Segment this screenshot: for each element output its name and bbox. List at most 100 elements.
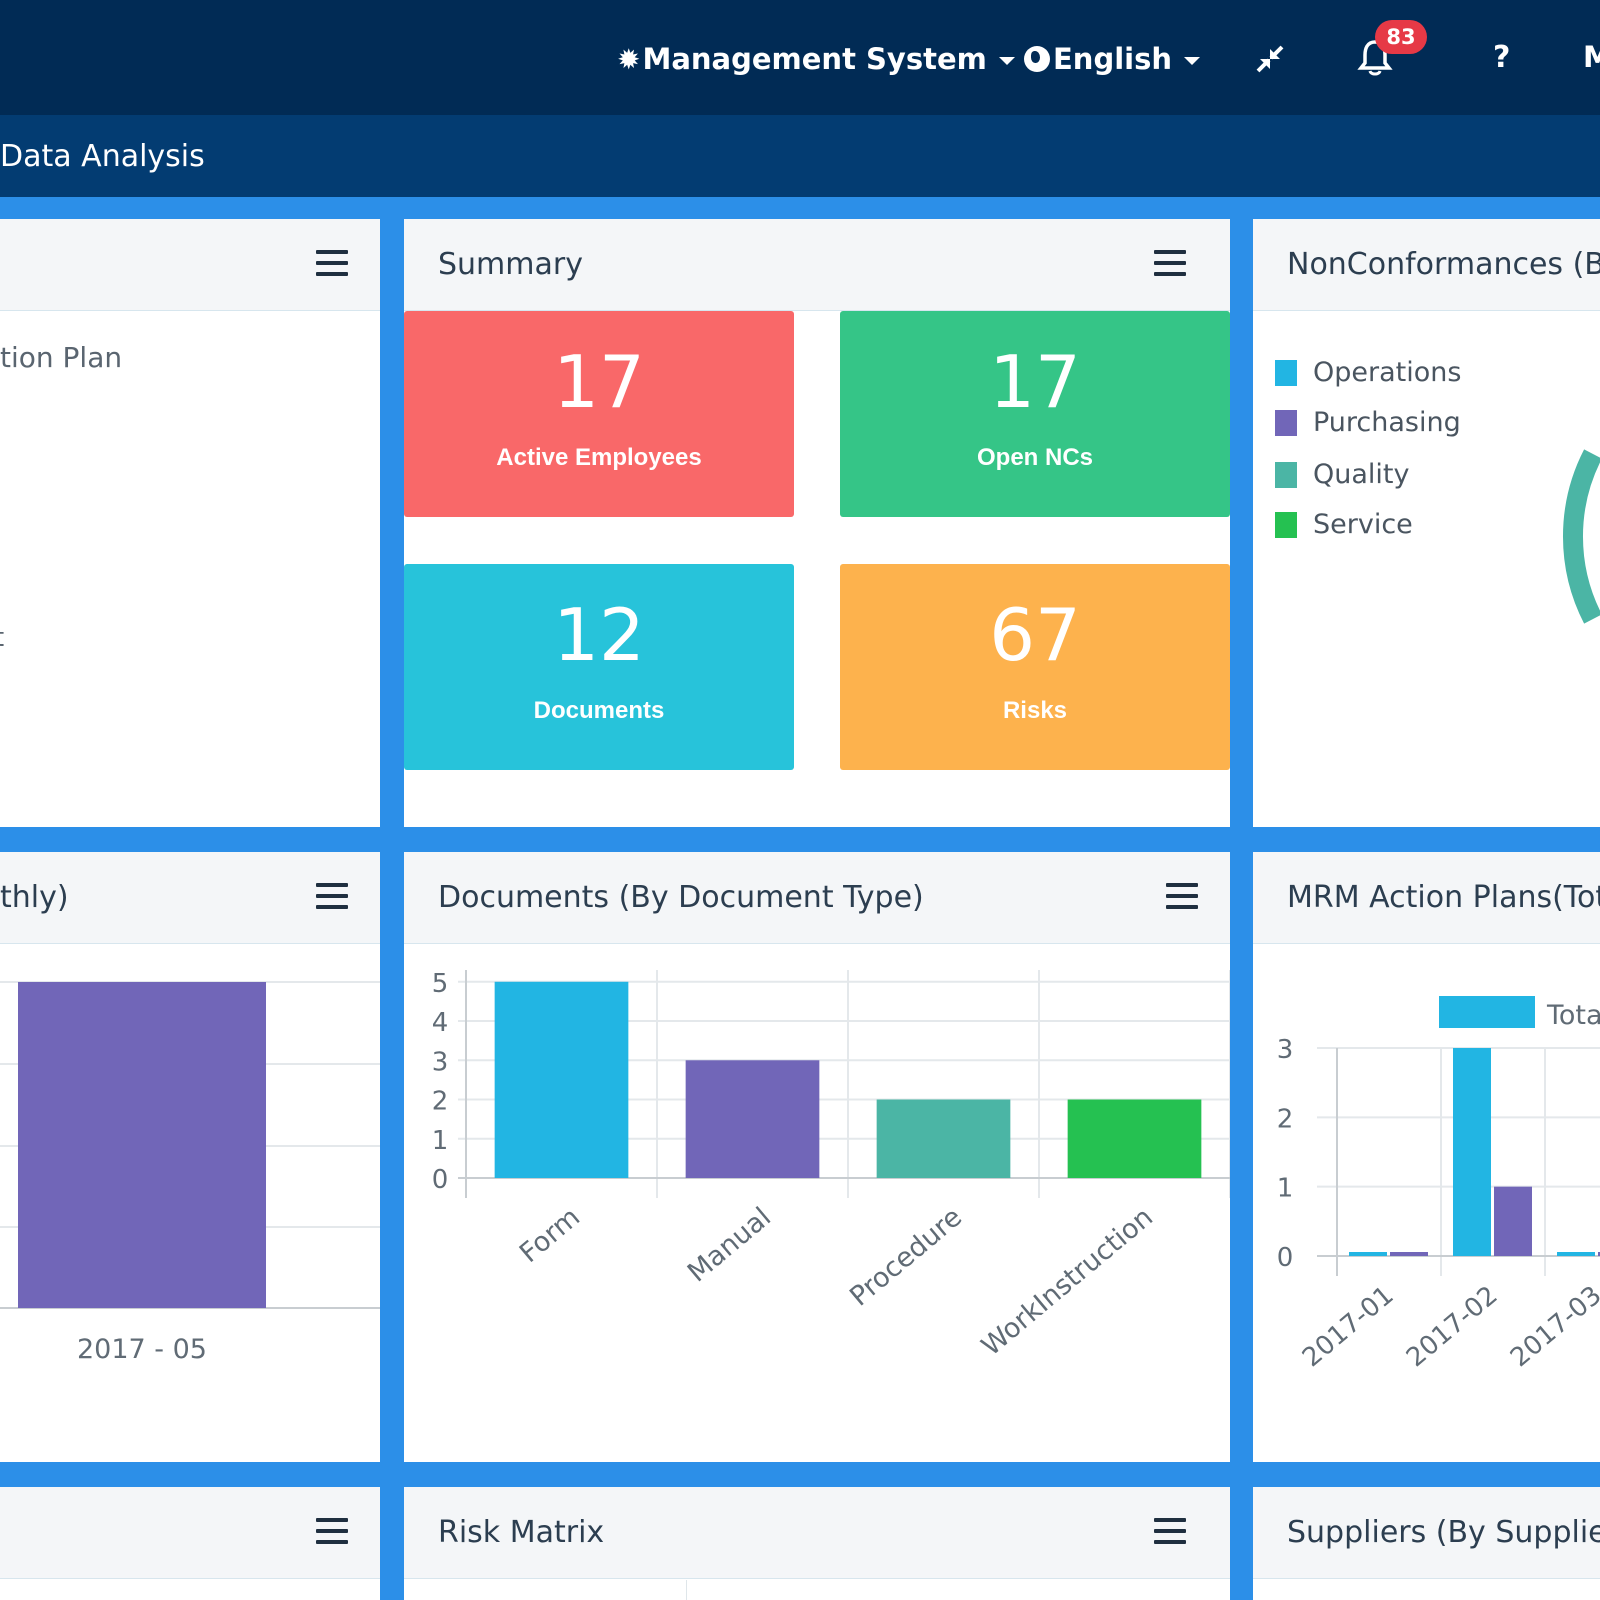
- notification-count-badge: 83: [1375, 20, 1427, 54]
- bar-procedure: [876, 1099, 1011, 1178]
- y-tick-label: 0: [1277, 1243, 1294, 1273]
- top-navbar: ✹ Management System English 83 ? M: [0, 0, 1600, 115]
- user-menu[interactable]: M: [1583, 40, 1600, 74]
- compress-button[interactable]: [1253, 42, 1287, 81]
- menu-icon[interactable]: [316, 1517, 348, 1545]
- x-tick-label: Procedure: [844, 1202, 968, 1313]
- panel-title: NonConformances (By D: [1287, 247, 1600, 282]
- table-divider: [686, 1580, 687, 1600]
- panel-title: Summary: [438, 247, 583, 282]
- bar-2017-01-s0: [1349, 1252, 1387, 1256]
- bar-2017-02-s1: [1494, 1186, 1532, 1256]
- panel-content-text: tion Plan: [0, 341, 123, 374]
- chevron-down-icon: [1184, 57, 1201, 65]
- legend-swatch: [1275, 359, 1297, 386]
- panel-left-bottom: [0, 1487, 380, 1600]
- panel-header: thly): [0, 852, 380, 944]
- y-tick-label: 3: [1277, 1035, 1294, 1065]
- tile-label: Active Employees: [496, 444, 702, 471]
- language-dropdown[interactable]: English: [1024, 36, 1201, 82]
- bar-2017-02-s0: [1453, 1048, 1491, 1256]
- y-tick-label: 5: [432, 969, 449, 999]
- menu-icon[interactable]: [316, 249, 348, 277]
- tile-label: Open NCs: [976, 444, 1093, 471]
- panel-header: NonConformances (By D: [1253, 219, 1600, 311]
- tile-value: 12: [553, 593, 645, 677]
- panel-summary: Summary 17 Active Employees 17 Open NCs …: [404, 219, 1230, 827]
- management-system-label: Management System: [642, 42, 987, 76]
- panel-header: [0, 219, 380, 311]
- panel-suppliers: Suppliers (By Supplier R: [1253, 1487, 1600, 1600]
- legend-label: Quality: [1313, 459, 1410, 490]
- globe-icon: [1024, 46, 1050, 72]
- chevron-down-icon: [998, 57, 1015, 65]
- x-tick-label: Manual: [682, 1202, 777, 1289]
- tile-label: Documents: [533, 697, 665, 724]
- y-tick-label: 4: [432, 1008, 449, 1038]
- documents-bar-chart: 0 1 2 3 4 5 Form Manual Procedure WorkInstruction: [432, 969, 1230, 1363]
- menu-icon[interactable]: [1166, 882, 1198, 910]
- legend-item-quality[interactable]: Quality: [1275, 459, 1409, 490]
- sub-header: Data Analysis: [0, 115, 1600, 197]
- legend-label: Purchasing: [1313, 407, 1461, 438]
- panel-title: thly): [0, 880, 69, 915]
- risks-tile[interactable]: 67 Risks: [840, 564, 1230, 770]
- compress-icon: [1256, 45, 1284, 73]
- legend-label: Service: [1313, 509, 1413, 540]
- legend-item-service[interactable]: Service: [1275, 509, 1413, 540]
- bar-form: [494, 981, 629, 1178]
- panel-header: Documents (By Document Type): [404, 852, 1230, 944]
- bar-2017-01-s1: [1390, 1252, 1428, 1256]
- panel-partial-text: t: [0, 623, 4, 653]
- y-tick-label: 2: [432, 1087, 449, 1117]
- x-tick-label: 2017-02: [1401, 1280, 1504, 1373]
- panel-left-top: tion Plan t: [0, 219, 380, 827]
- x-tick-label: 2017-01: [1297, 1280, 1400, 1373]
- legend-swatch: [1439, 996, 1535, 1028]
- bar-2017-03-s1: [1598, 1252, 1600, 1256]
- panel-risk-matrix: Risk Matrix: [404, 1487, 1230, 1600]
- panel-header: Suppliers (By Supplier R: [1253, 1487, 1600, 1579]
- language-label: English: [1053, 42, 1173, 76]
- panel-mrm-action-plans: MRM Action Plans(Total Total01232017-012…: [1253, 852, 1600, 1462]
- legend-item-operations[interactable]: Operations: [1275, 357, 1461, 388]
- legend-label: Total: [1546, 1000, 1600, 1031]
- legend-item-purchasing[interactable]: Purchasing: [1275, 407, 1461, 438]
- management-system-dropdown[interactable]: ✹ Management System: [617, 36, 1015, 82]
- panel-title: Documents (By Document Type): [438, 880, 924, 915]
- panel-header: MRM Action Plans(Total: [1253, 852, 1600, 944]
- panel-title: Suppliers (By Supplier R: [1287, 1515, 1600, 1550]
- documents-tile[interactable]: 12 Documents: [404, 564, 794, 770]
- y-tick-label: 1: [1277, 1174, 1294, 1204]
- panel-title: MRM Action Plans(Total: [1287, 880, 1600, 915]
- x-tick-label: 2017 - 05: [77, 1334, 207, 1365]
- panel-header: [0, 1487, 380, 1579]
- gear-icon: ✹: [617, 42, 641, 76]
- tile-label: Risks: [1002, 697, 1068, 724]
- page-title: Data Analysis: [0, 139, 205, 174]
- open-ncs-tile[interactable]: 17 Open NCs: [840, 311, 1230, 517]
- x-tick-label: WorkInstruction: [976, 1202, 1159, 1363]
- legend-swatch: [1275, 409, 1297, 436]
- bar-manual: [685, 1060, 820, 1178]
- legend-swatch: [1275, 511, 1297, 538]
- pie-slice: [1562, 449, 1600, 624]
- menu-icon[interactable]: [1154, 1517, 1186, 1545]
- menu-icon[interactable]: [316, 882, 348, 910]
- bar-workinstruction: [1067, 1099, 1202, 1178]
- panel-header: Risk Matrix: [404, 1487, 1230, 1579]
- tile-value: 17: [989, 340, 1081, 424]
- x-tick-label: 2017-03: [1505, 1280, 1600, 1373]
- active-employees-tile[interactable]: 17 Active Employees: [404, 311, 794, 517]
- bar-2017-03-s0: [1557, 1252, 1595, 1256]
- panel-title: Risk Matrix: [438, 1515, 605, 1550]
- help-button[interactable]: ?: [1493, 40, 1510, 75]
- bar-2017-05: [18, 982, 266, 1308]
- menu-icon[interactable]: [1154, 249, 1186, 277]
- y-tick-label: 0: [432, 1165, 449, 1195]
- question-icon: ?: [1493, 40, 1511, 75]
- panel-left-middle: thly) 2017 - 05: [0, 852, 380, 1462]
- monthly-bar-chart: 2017 - 05: [0, 981, 380, 1365]
- tile-value: 17: [553, 340, 645, 424]
